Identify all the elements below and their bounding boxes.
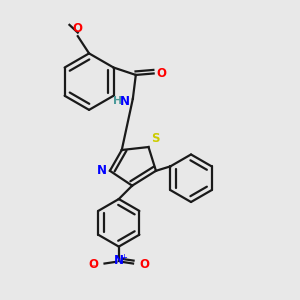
Text: O: O (157, 67, 166, 80)
Text: H: H (113, 96, 122, 106)
Text: S: S (151, 132, 159, 145)
Text: N: N (120, 94, 130, 108)
Text: +: + (120, 254, 127, 262)
Text: N: N (114, 254, 124, 267)
Text: N: N (97, 164, 107, 177)
Text: O: O (140, 258, 150, 271)
Text: O: O (73, 22, 83, 35)
Text: O: O (88, 258, 98, 271)
Text: ⁻: ⁻ (91, 263, 96, 273)
